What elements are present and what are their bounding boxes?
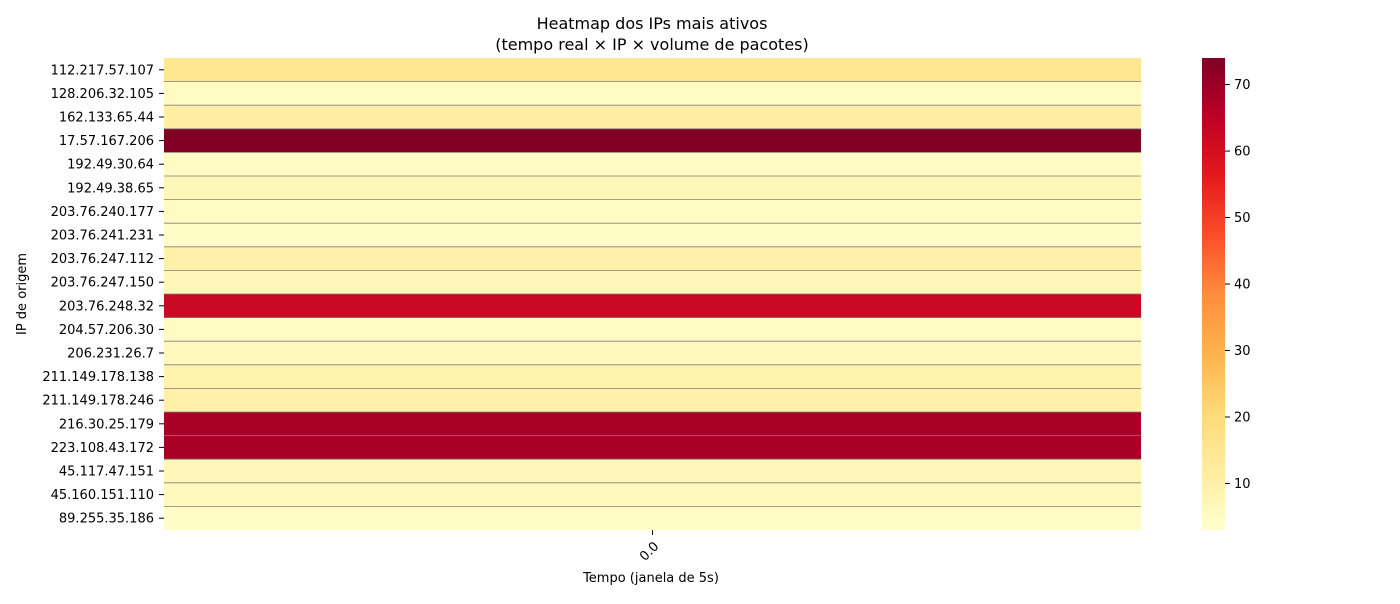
y-tick-label: 203.76.247.150 — [51, 276, 154, 291]
y-tick-label: 211.149.178.138 — [42, 370, 154, 385]
heatmap-cell — [164, 152, 1141, 176]
heatmap-cell — [164, 246, 1141, 271]
colorbar-tick-label: 50 — [1234, 211, 1251, 226]
y-axis-label: IP de origem — [15, 253, 30, 335]
y-tick-label: 17.57.167.206 — [59, 134, 154, 149]
heatmap-cell — [164, 270, 1141, 294]
heatmap-cell — [164, 388, 1141, 412]
y-tick-label: 204.57.206.30 — [59, 323, 154, 338]
heatmap-cell — [164, 412, 1141, 436]
y-tick-label: 45.160.151.110 — [51, 488, 154, 503]
heatmap-cell — [164, 317, 1141, 342]
heatmap-cell — [164, 176, 1141, 200]
colorbar-gradient — [1202, 58, 1225, 530]
heatmap-cell — [164, 294, 1141, 318]
y-tick-label: 112.217.57.107 — [51, 63, 154, 78]
colorbar-tick-label: 70 — [1234, 78, 1251, 93]
heatmap-cell — [164, 58, 1141, 82]
chart-title-line2: (tempo real × IP × volume de pacotes) — [495, 35, 809, 54]
colorbar-tick-label: 60 — [1234, 145, 1251, 160]
colorbar: 10 20 30 40 50 60 70 — [1202, 58, 1251, 530]
heatmap-cell — [164, 81, 1141, 106]
heatmap-cell — [164, 199, 1141, 224]
colorbar-tick-label: 30 — [1234, 344, 1251, 359]
y-tick-label: 223.108.43.172 — [51, 441, 154, 456]
y-tick-label: 203.76.241.231 — [51, 229, 154, 244]
x-axis: 0.0 — [637, 530, 662, 564]
heatmap-cell — [164, 482, 1141, 507]
heatmap-cell — [164, 364, 1141, 389]
colorbar-tick-label: 20 — [1234, 410, 1251, 425]
x-axis-label: Tempo (janela de 5s) — [582, 571, 719, 586]
y-tick-label: 89.255.35.186 — [59, 512, 154, 527]
y-tick-label: 192.49.38.65 — [67, 181, 154, 196]
heatmap-cell — [164, 105, 1141, 129]
y-tick-label: 192.49.30.64 — [67, 158, 154, 173]
y-tick-label: 203.76.248.32 — [59, 299, 154, 314]
heatmap-cell — [164, 459, 1141, 483]
colorbar-tick-label: 40 — [1234, 278, 1251, 293]
y-tick-label: 206.231.26.7 — [67, 347, 154, 362]
colorbar-tick-label: 10 — [1234, 477, 1251, 492]
y-tick-label: 45.117.47.151 — [59, 465, 154, 480]
chart-title-line1: Heatmap dos IPs mais ativos — [537, 14, 768, 33]
y-tick-label: 128.206.32.105 — [51, 87, 154, 102]
y-tick-label: 211.149.178.246 — [42, 394, 154, 409]
y-tick-label: 203.76.240.177 — [51, 205, 154, 220]
y-tick-label: 162.133.65.44 — [59, 111, 154, 126]
heatmap-cell — [164, 341, 1141, 365]
heatmap-cell — [164, 128, 1141, 153]
heatmap-cells — [164, 58, 1141, 530]
y-tick-label: 203.76.247.112 — [51, 252, 154, 267]
x-tick-label: 0.0 — [637, 539, 662, 564]
y-tick-labels: 112.217.57.107 128.206.32.105 162.133.65.4… — [42, 63, 164, 527]
heatmap-cell — [164, 223, 1141, 247]
y-tick-label: 216.30.25.179 — [59, 417, 154, 432]
heatmap-cell — [164, 435, 1141, 460]
heatmap-cell — [164, 506, 1141, 530]
